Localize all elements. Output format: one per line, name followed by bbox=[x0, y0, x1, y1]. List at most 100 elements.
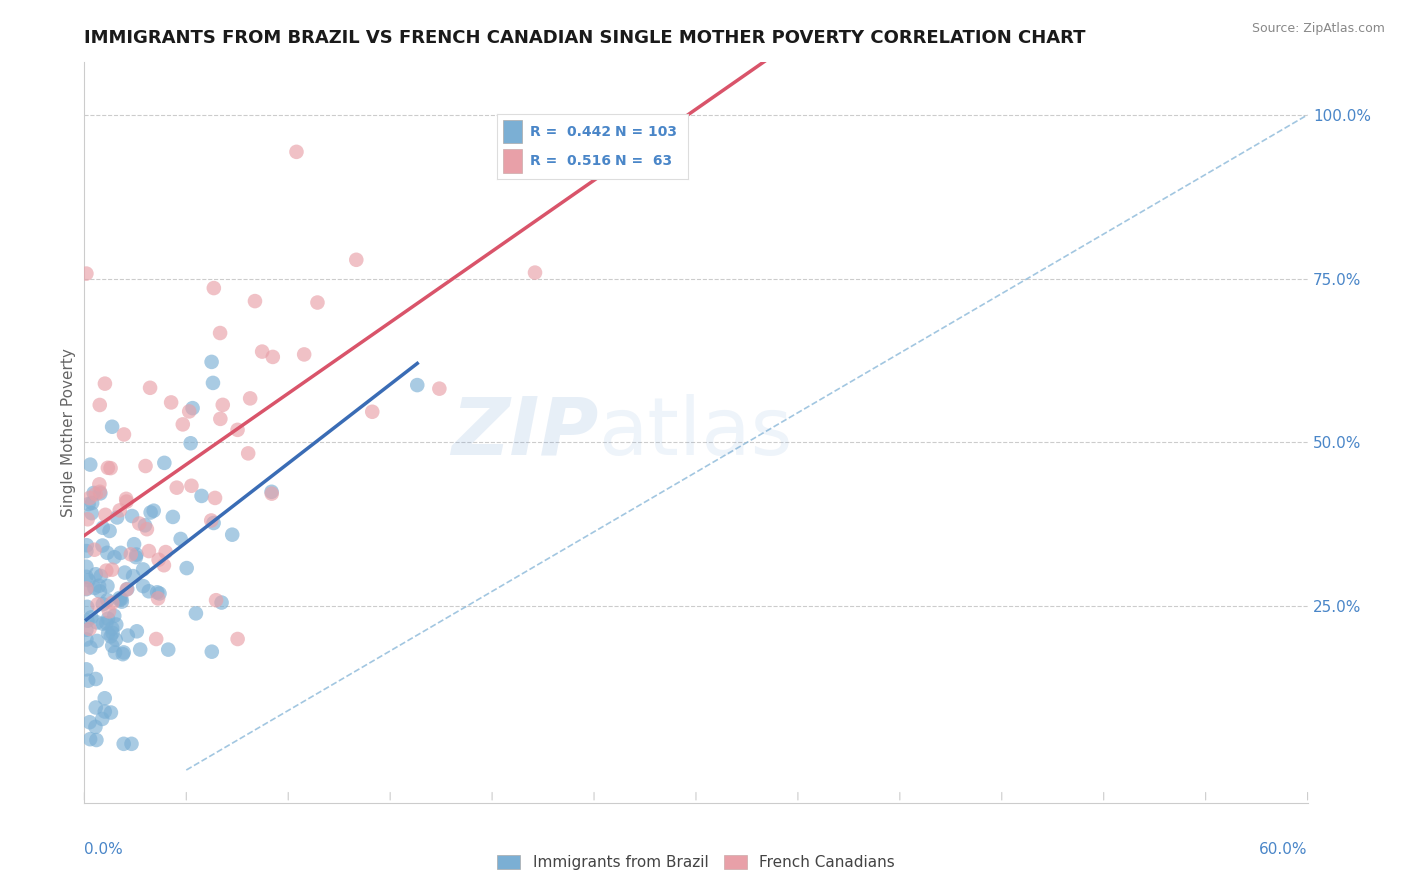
Point bbox=[91, 712, 114, 726]
Point bbox=[83, 581, 105, 595]
Point bbox=[172, 417, 194, 432]
Point bbox=[104, 645, 127, 659]
Point bbox=[262, 350, 284, 364]
Point bbox=[79, 458, 101, 472]
Point bbox=[157, 642, 180, 657]
Point bbox=[117, 582, 139, 596]
Point bbox=[103, 550, 125, 565]
Point bbox=[98, 604, 121, 618]
Point bbox=[190, 489, 212, 503]
Point bbox=[200, 355, 222, 369]
Point bbox=[125, 550, 148, 565]
Text: N =  63: N = 63 bbox=[616, 154, 672, 168]
Point bbox=[79, 640, 101, 655]
Point bbox=[169, 532, 191, 546]
Point bbox=[138, 584, 160, 599]
Text: Source: ZipAtlas.com: Source: ZipAtlas.com bbox=[1251, 22, 1385, 36]
Point bbox=[260, 486, 283, 500]
Point bbox=[89, 398, 111, 412]
Point bbox=[112, 427, 135, 442]
Point bbox=[75, 267, 97, 281]
Point bbox=[97, 460, 120, 475]
Point bbox=[125, 624, 148, 639]
Point bbox=[112, 645, 135, 659]
Point bbox=[90, 569, 112, 583]
Point bbox=[135, 458, 157, 473]
Point bbox=[226, 423, 249, 437]
Point bbox=[86, 733, 108, 747]
Point bbox=[75, 582, 97, 596]
Point bbox=[84, 567, 107, 582]
Point bbox=[524, 266, 547, 280]
Point bbox=[117, 628, 139, 642]
Point bbox=[110, 591, 132, 606]
Point bbox=[79, 491, 101, 505]
Point bbox=[406, 378, 429, 392]
Point bbox=[125, 548, 148, 562]
Point bbox=[250, 344, 273, 359]
Point bbox=[260, 484, 283, 499]
Point bbox=[89, 584, 111, 599]
Point bbox=[76, 512, 98, 526]
Point bbox=[77, 573, 100, 587]
Point bbox=[111, 647, 134, 661]
Point bbox=[97, 626, 120, 640]
Point bbox=[89, 484, 111, 499]
Point bbox=[145, 632, 167, 646]
Point bbox=[96, 564, 118, 578]
Point bbox=[91, 616, 114, 631]
Bar bbox=[503, 120, 522, 144]
Point bbox=[134, 518, 156, 533]
Point bbox=[200, 514, 222, 528]
Point bbox=[75, 559, 97, 574]
Point bbox=[94, 691, 117, 706]
Point bbox=[211, 596, 233, 610]
Point bbox=[100, 629, 122, 643]
Point bbox=[176, 561, 198, 575]
Point bbox=[160, 395, 183, 409]
Point bbox=[122, 569, 145, 583]
Point bbox=[75, 582, 97, 596]
Y-axis label: Single Mother Poverty: Single Mother Poverty bbox=[60, 348, 76, 517]
Point bbox=[135, 522, 157, 536]
Point bbox=[142, 504, 165, 518]
Point bbox=[211, 398, 233, 412]
Point bbox=[94, 705, 117, 719]
Point bbox=[138, 544, 160, 558]
Point bbox=[80, 610, 103, 624]
Point bbox=[100, 461, 122, 475]
Point bbox=[82, 496, 104, 510]
Point bbox=[96, 546, 118, 560]
Point bbox=[84, 720, 107, 734]
Point bbox=[91, 521, 114, 535]
Point bbox=[75, 544, 97, 558]
Point bbox=[121, 509, 143, 524]
Point bbox=[427, 382, 450, 396]
Point bbox=[180, 479, 202, 493]
Point bbox=[285, 145, 308, 159]
Point bbox=[146, 585, 169, 599]
Point bbox=[202, 516, 225, 530]
Point bbox=[122, 537, 145, 551]
Point bbox=[105, 617, 128, 632]
Text: IMMIGRANTS FROM BRAZIL VS FRENCH CANADIAN SINGLE MOTHER POVERTY CORRELATION CHAR: IMMIGRANTS FROM BRAZIL VS FRENCH CANADIA… bbox=[84, 29, 1085, 47]
Point bbox=[115, 494, 138, 508]
Point bbox=[80, 506, 103, 520]
Point bbox=[84, 487, 107, 501]
Point bbox=[98, 524, 121, 538]
Point bbox=[103, 608, 125, 623]
Point bbox=[139, 506, 162, 520]
Point bbox=[101, 419, 124, 434]
Point bbox=[83, 486, 105, 500]
Point bbox=[79, 622, 101, 636]
Point bbox=[89, 486, 111, 500]
Text: 60.0%: 60.0% bbox=[1260, 842, 1308, 857]
Point bbox=[101, 621, 124, 635]
Point bbox=[86, 598, 108, 612]
Point bbox=[76, 614, 98, 628]
Point bbox=[101, 639, 124, 653]
Bar bbox=[503, 149, 522, 173]
Point bbox=[221, 527, 243, 541]
Point bbox=[146, 591, 169, 606]
Point bbox=[101, 563, 124, 577]
